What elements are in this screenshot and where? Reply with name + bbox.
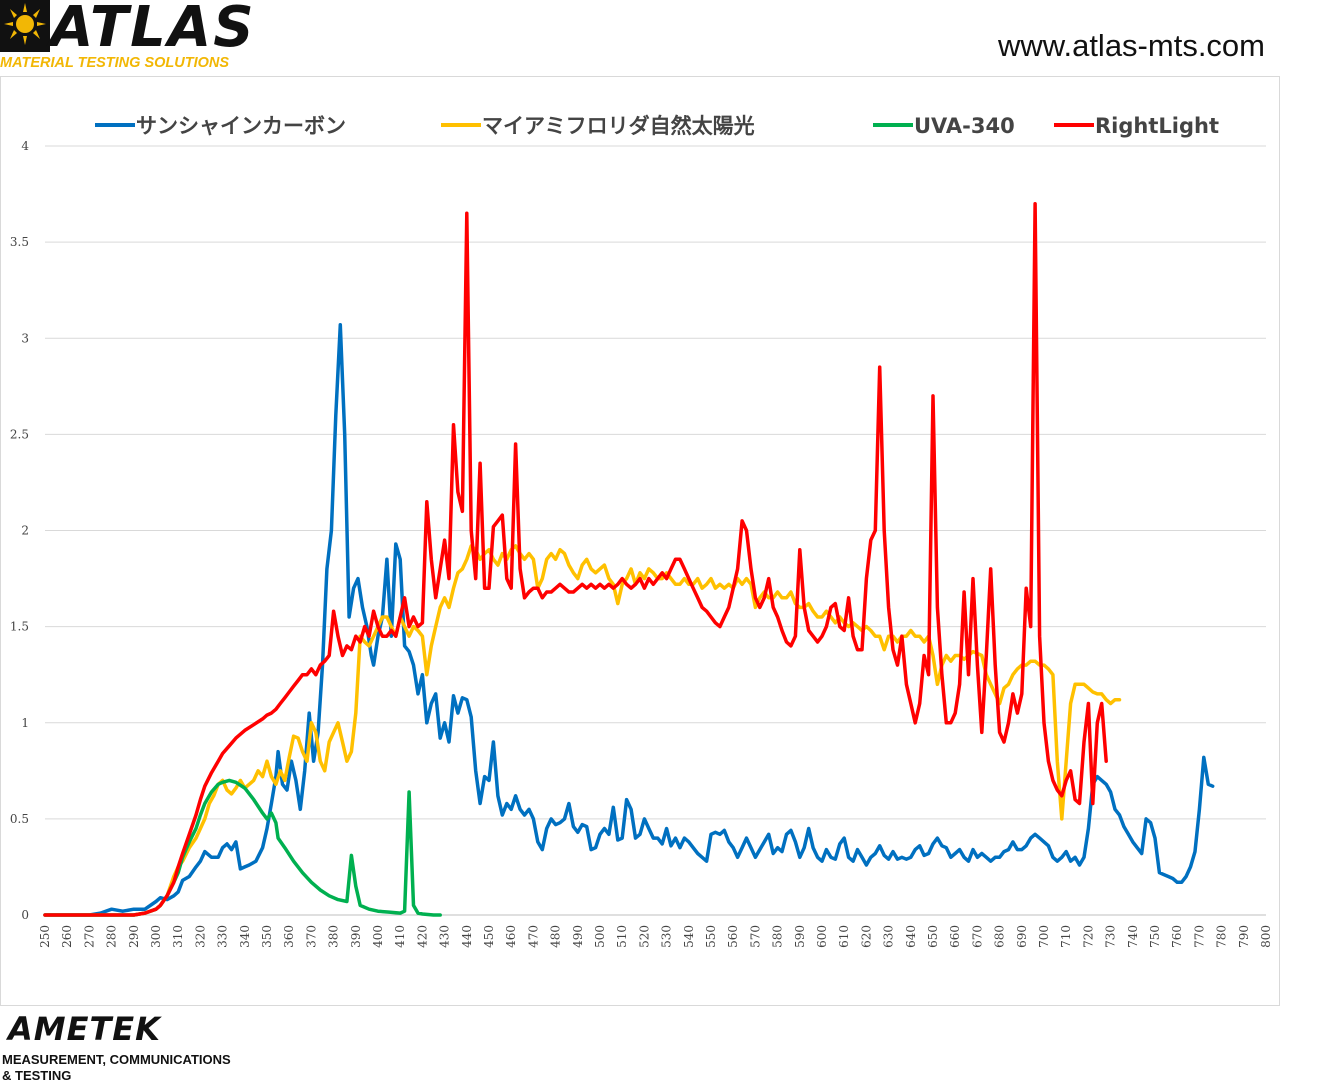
website-url[interactable]: www.atlas-mts.com [998,28,1265,63]
x-tick-label: 290 [127,925,141,948]
y-tick-label: 3.5 [10,235,29,249]
x-tick-label: 700 [1037,925,1051,948]
x-tick-label: 660 [948,925,962,948]
atlas-tagline: MATERIAL TESTING SOLUTIONS [0,55,230,71]
y-tick-label: 4 [21,139,29,153]
atlas-wordmark: ATLAS [50,0,256,60]
x-tick-label: 580 [771,925,785,948]
x-tick-label: 610 [837,925,851,948]
y-tick-label: 0 [21,908,29,922]
y-tick-label: 1.5 [10,620,29,634]
x-tick-label: 740 [1126,925,1140,948]
series-line-3 [43,201,1108,917]
x-tick-label: 710 [1059,925,1073,948]
x-tick-label: 490 [571,925,585,948]
series-lines [43,201,1215,917]
x-tick-label: 690 [1015,925,1029,948]
x-tick-label: 460 [504,925,518,948]
x-tick-label: 430 [438,925,452,948]
ametek-tagline-line1: MEASUREMENT, COMMUNICATIONS [2,1052,231,1067]
series-line-1 [43,544,1122,917]
x-tick-label: 550 [704,925,718,948]
x-tick-label: 360 [282,925,296,948]
x-tick-label: 530 [660,925,674,948]
x-tick-label: 560 [726,925,740,948]
grid-lines [45,145,1266,916]
x-tick-label: 420 [415,925,429,948]
x-tick-label: 370 [304,925,318,948]
legend-label: マイアミフロリダ自然太陽光 [482,114,755,138]
chart-svg: 0 0.5 1 1.5 2 2.5 3 3.5 4 250 260 270 280 290 300 310 3… [10,114,1273,948]
x-tick-label: 400 [371,925,385,948]
series-line-0 [43,323,1215,917]
atlas-logo: ATLAS MATERIAL TESTING SOLUTIONS [0,0,320,72]
x-tick-label: 730 [1104,925,1118,948]
x-axis-ticks: 250 260 270 280 290 300 310 320 330 340 350 360 370 3… [38,925,1273,948]
y-tick-label: 1 [21,716,29,730]
legend: サンシャインカーボン マイアミフロリダ自然太陽光 UVA-340 RightLight [95,114,1219,138]
y-tick-label: 2 [21,524,29,538]
x-tick-label: 720 [1081,925,1095,948]
x-tick-label: 250 [38,925,52,948]
y-tick-label: 2.5 [10,427,29,441]
x-tick-label: 410 [393,925,407,948]
series-line-2 [43,778,442,917]
legend-label: RightLight [1095,114,1219,138]
y-tick-label: 0.5 [10,812,29,826]
x-tick-label: 300 [149,925,163,948]
x-tick-label: 440 [460,925,474,948]
x-tick-label: 270 [82,925,96,948]
y-tick-label: 3 [21,331,29,345]
x-tick-label: 340 [238,925,252,948]
x-tick-label: 620 [859,925,873,948]
ametek-tagline-line2: & TESTING [2,1068,72,1083]
x-tick-label: 380 [327,925,341,948]
x-tick-label: 750 [1148,925,1162,948]
x-tick-label: 510 [615,925,629,948]
legend-label: サンシャインカーボン [136,114,346,138]
x-tick-label: 760 [1170,925,1184,948]
x-tick-label: 570 [748,925,762,948]
x-tick-label: 320 [193,925,207,948]
x-tick-label: 520 [637,925,651,948]
sun-icon [0,0,50,52]
x-tick-label: 650 [926,925,940,948]
x-tick-label: 630 [882,925,896,948]
x-tick-label: 600 [815,925,829,948]
x-tick-label: 450 [482,925,496,948]
x-tick-label: 640 [904,925,918,948]
x-tick-label: 330 [216,925,230,948]
y-axis-ticks: 0 0.5 1 1.5 2 2.5 3 3.5 4 [10,139,29,922]
legend-label: UVA-340 [914,114,1015,138]
x-tick-label: 260 [60,925,74,948]
x-tick-label: 500 [593,925,607,948]
x-tick-label: 470 [526,925,540,948]
x-tick-label: 480 [549,925,563,948]
x-tick-label: 770 [1192,925,1206,948]
x-tick-label: 670 [970,925,984,948]
x-tick-label: 790 [1237,925,1251,948]
x-tick-label: 350 [260,925,274,948]
x-tick-label: 310 [171,925,185,948]
x-tick-label: 680 [993,925,1007,948]
spectrum-chart: 0 0.5 1 1.5 2 2.5 3 3.5 4 250 260 270 280 290 300 310 3… [0,76,1280,1006]
x-tick-label: 800 [1259,925,1273,948]
x-tick-label: 780 [1215,925,1229,948]
x-tick-label: 280 [105,925,119,948]
x-tick-label: 590 [793,925,807,948]
x-tick-label: 540 [682,925,696,948]
ametek-logo: AMETEK MEASUREMENT, COMMUNICATIONS & TES… [0,1012,280,1083]
x-tick-label: 390 [349,925,363,948]
ametek-wordmark: AMETEK [8,1010,161,1048]
